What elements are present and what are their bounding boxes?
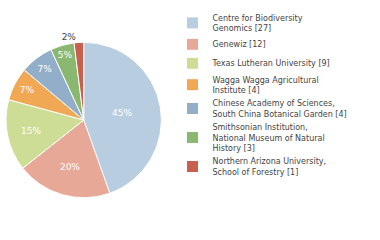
svg-text:45%: 45% — [112, 108, 132, 118]
svg-text:7%: 7% — [20, 85, 35, 95]
svg-text:5%: 5% — [58, 50, 73, 60]
svg-text:Texas Lutheran University [9]: Texas Lutheran University [9] — [212, 59, 330, 68]
svg-text:Centre for BiodiversityGenomic: Centre for BiodiversityGenomics [27] — [213, 14, 303, 33]
svg-text:Wagga Wagga AgriculturalInstit: Wagga Wagga AgriculturalInstitute [4] — [213, 76, 319, 95]
svg-text:Northern Arizona University,Sc: Northern Arizona University,School of Fo… — [213, 157, 327, 176]
svg-text:15%: 15% — [21, 126, 41, 136]
svg-text:Genewiz [12]: Genewiz [12] — [213, 40, 266, 49]
svg-text:20%: 20% — [60, 162, 80, 172]
svg-text:7%: 7% — [38, 64, 53, 74]
svg-text:2%: 2% — [62, 32, 77, 42]
svg-text:Chinese Academy of Sciences,So: Chinese Academy of Sciences,South China … — [213, 99, 347, 118]
svg-text:Smithsonian Institution,Nation: Smithsonian Institution,National Museum … — [213, 123, 325, 153]
